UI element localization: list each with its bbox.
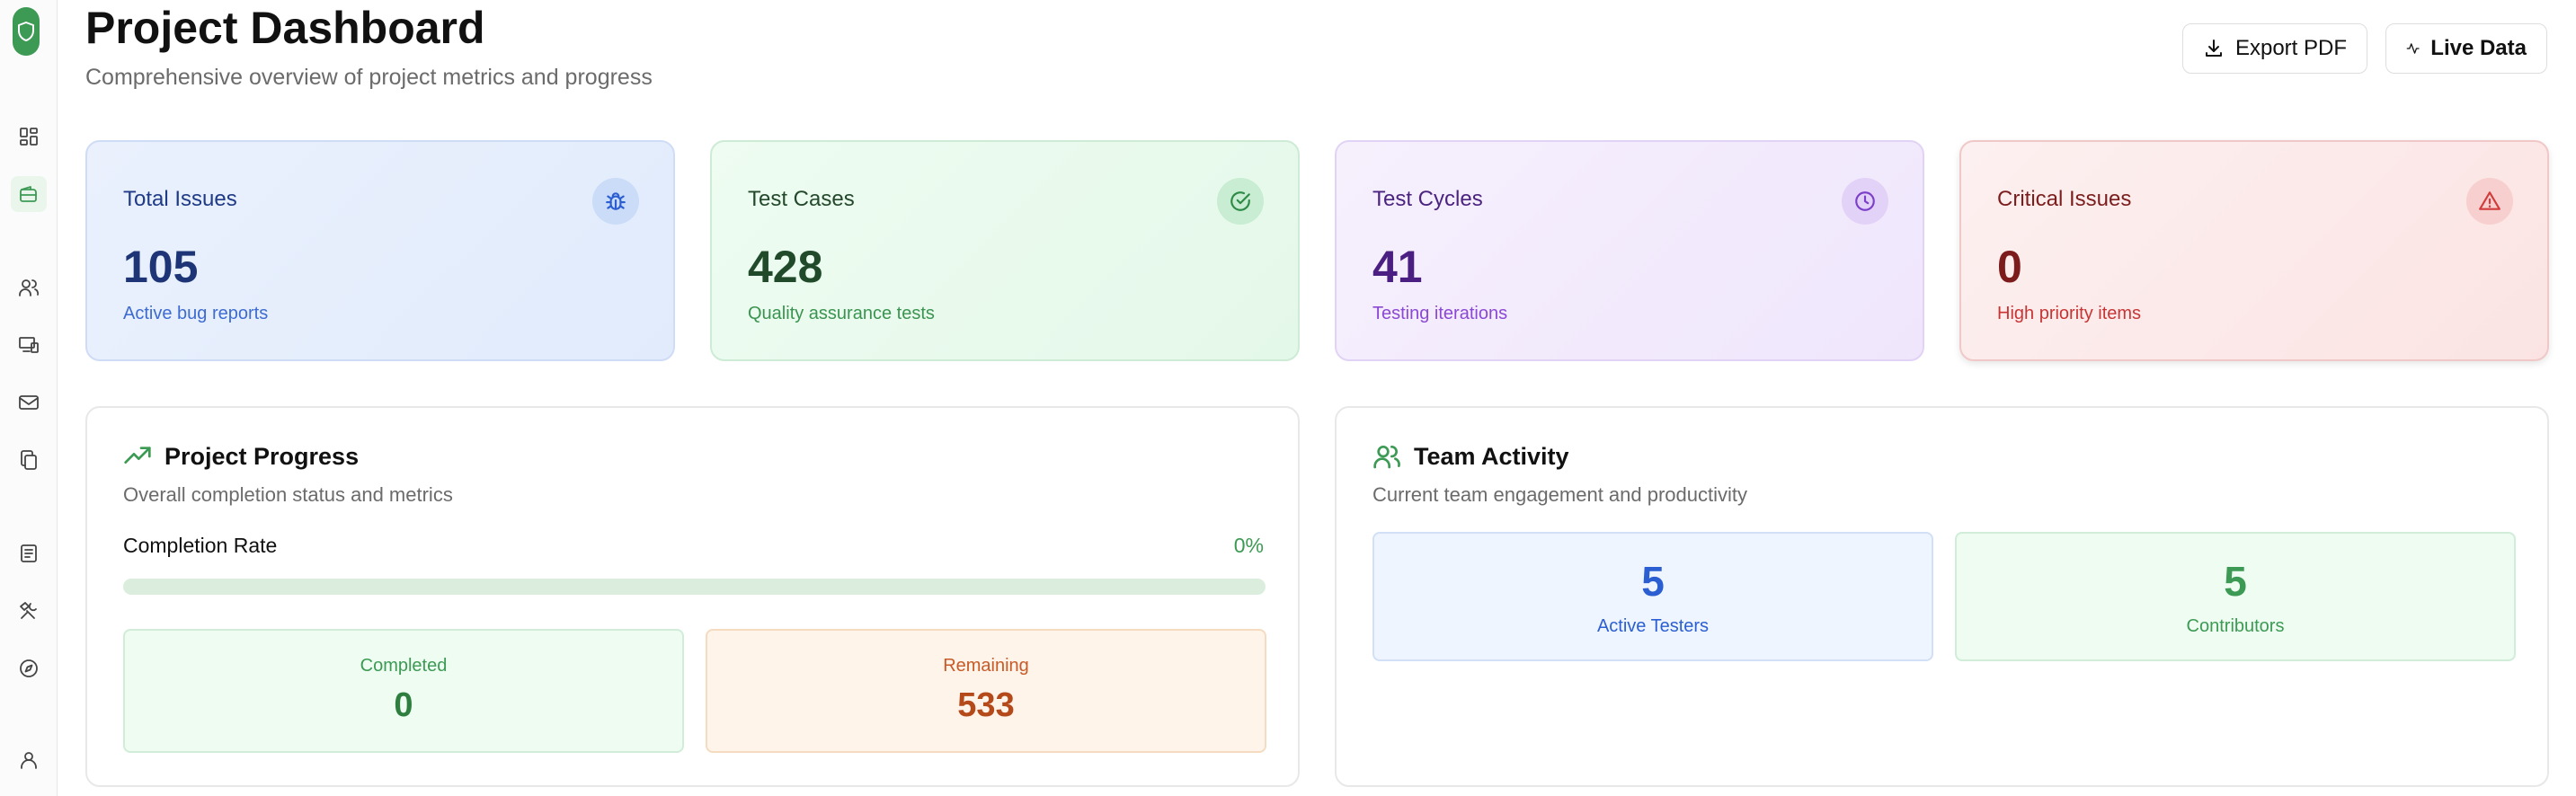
sidebar-item-users[interactable] <box>11 270 47 305</box>
active-testers-box: 5 Active Testers <box>1372 532 1933 661</box>
stat-label: Critical Issues <box>1997 187 2132 211</box>
sidebar-item-mail[interactable] <box>11 385 47 420</box>
shield-icon <box>18 22 34 41</box>
completed-box: Completed 0 <box>123 629 684 753</box>
sidebar-item-reports[interactable] <box>11 535 47 571</box>
remaining-label: Remaining <box>943 656 1029 676</box>
stat-value: 428 <box>748 242 823 292</box>
export-pdf-label: Export PDF <box>2234 36 2347 60</box>
stat-description: Active bug reports <box>123 304 269 323</box>
export-pdf-button[interactable]: Export PDF <box>2182 23 2367 74</box>
active-testers-label: Active Testers <box>1596 616 1710 636</box>
check-circle-icon <box>1217 178 1264 225</box>
user-icon <box>21 752 37 769</box>
stat-value: 105 <box>123 242 199 292</box>
dashboard-icon <box>20 128 38 146</box>
completed-label: Completed <box>360 656 448 676</box>
tools-icon <box>20 602 37 619</box>
stat-label: Test Cycles <box>1372 187 1483 211</box>
contributors-label: Contributors <box>2186 616 2285 636</box>
app-logo[interactable] <box>13 7 40 56</box>
stat-description: High priority items <box>1997 304 2142 323</box>
page-subtitle: Comprehensive overview of project metric… <box>85 65 653 90</box>
contributors-value: 5 <box>2224 558 2247 605</box>
stat-value: 0 <box>1997 242 2022 292</box>
sidebar-item-dashboard[interactable] <box>11 119 47 155</box>
completed-value: 0 <box>394 686 413 724</box>
page-title: Project Dashboard <box>85 3 485 53</box>
completion-progress-bar <box>123 579 1266 595</box>
stat-card-test-cycles: Test Cycles 41 Testing iterations <box>1335 140 1924 361</box>
active-testers-value: 5 <box>1641 558 1665 605</box>
team-activity-panel: Team Activity Current team engagement an… <box>1335 406 2549 787</box>
panel-subtitle: Current team engagement and productivity <box>1372 483 1748 506</box>
sidebar <box>0 0 58 796</box>
completion-rate-value: 0% <box>1233 534 1264 557</box>
stat-description: Testing iterations <box>1372 304 1508 323</box>
alert-triangle-icon <box>2466 178 2513 225</box>
panel-title: Team Activity <box>1414 442 1569 470</box>
wallet-icon <box>20 186 37 202</box>
report-icon <box>21 544 37 562</box>
stat-description: Quality assurance tests <box>748 304 935 323</box>
stat-card-total-issues: Total Issues 105 Active bug reports <box>85 140 675 361</box>
users-icon <box>19 279 40 296</box>
stat-label: Test Cases <box>748 187 855 211</box>
compass-icon <box>20 659 38 677</box>
project-progress-panel: Project Progress Overall completion stat… <box>85 406 1300 787</box>
panel-subtitle: Overall completion status and metrics <box>123 483 453 506</box>
stat-card-test-cases: Test Cases 428 Quality assurance tests <box>710 140 1300 361</box>
live-data-button[interactable]: Live Data <box>2385 23 2547 74</box>
users-icon <box>1373 446 1400 469</box>
panel-header: Project Progress <box>123 442 359 471</box>
activity-icon <box>2406 43 2420 54</box>
live-data-label: Live Data <box>2430 36 2527 60</box>
download-icon <box>2205 40 2222 57</box>
bug-icon <box>592 178 639 225</box>
remaining-box: Remaining 533 <box>706 629 1266 753</box>
devices-icon <box>19 337 39 353</box>
panel-title: Project Progress <box>164 442 360 470</box>
sidebar-item-devices[interactable] <box>11 327 47 363</box>
sidebar-item-tools[interactable] <box>11 593 47 629</box>
panel-header: Team Activity <box>1372 442 1569 471</box>
trending-up-icon <box>124 447 151 464</box>
mail-icon <box>19 395 39 410</box>
sidebar-item-explore[interactable] <box>11 650 47 686</box>
sidebar-item-documents[interactable] <box>11 442 47 478</box>
completion-rate-label: Completion Rate <box>123 534 278 557</box>
contributors-box: 5 Contributors <box>1955 532 2516 661</box>
remaining-value: 533 <box>957 686 1015 724</box>
copy-icon <box>21 450 37 470</box>
sidebar-item-profile[interactable] <box>11 742 47 778</box>
stat-label: Total Issues <box>123 187 237 211</box>
clock-icon <box>1842 178 1888 225</box>
stat-value: 41 <box>1372 242 1423 292</box>
stat-card-critical-issues: Critical Issues 0 High priority items <box>1959 140 2549 361</box>
sidebar-item-projects[interactable] <box>11 176 47 212</box>
